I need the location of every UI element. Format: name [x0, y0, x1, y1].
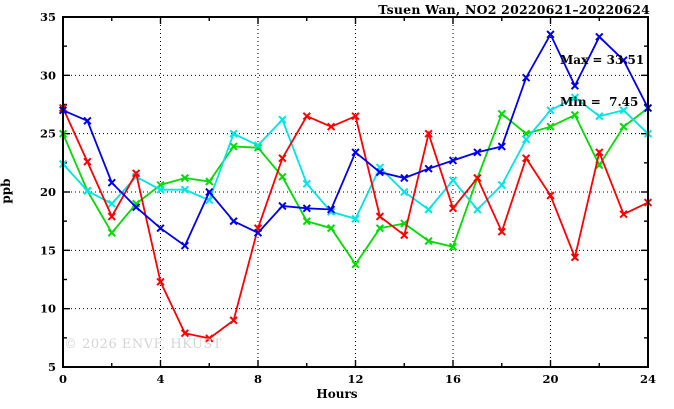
x-axis-label: Hours — [316, 387, 358, 401]
svg-text:25: 25 — [40, 127, 56, 141]
svg-text:20: 20 — [40, 185, 56, 199]
grid-lines — [63, 17, 648, 367]
watermark: © 2026 ENVF, HKUST — [64, 337, 222, 352]
tick-labels: 0 4 8 12 16 20 24 5 10 15 20 25 30 35 — [40, 10, 656, 386]
plot-border — [62, 16, 649, 368]
series-blue-line — [58, 30, 653, 250]
svg-text:5: 5 — [48, 360, 56, 374]
y-axis-label: ppb — [0, 178, 13, 204]
svg-text:0: 0 — [59, 372, 67, 386]
max-value-label: Max = 33.51 — [560, 53, 645, 67]
svg-text:4: 4 — [156, 372, 164, 386]
svg-text:15: 15 — [40, 243, 56, 257]
max-min-annotation: Max = 33.51 Min = 7.45 — [560, 25, 644, 137]
svg-text:10: 10 — [40, 302, 56, 316]
series-red-line — [58, 103, 653, 343]
svg-text:16: 16 — [445, 372, 461, 386]
series-cyan-line — [58, 93, 653, 223]
chart-title: Tsuen Wan, NO2 20220621–20220624 — [378, 2, 650, 17]
svg-text:12: 12 — [347, 372, 363, 386]
svg-text:24: 24 — [640, 372, 656, 386]
svg-text:30: 30 — [40, 68, 56, 82]
min-value-label: Min = 7.45 — [560, 95, 639, 109]
svg-text:20: 20 — [542, 372, 558, 386]
svg-text:35: 35 — [40, 10, 56, 24]
svg-text:8: 8 — [254, 372, 262, 386]
